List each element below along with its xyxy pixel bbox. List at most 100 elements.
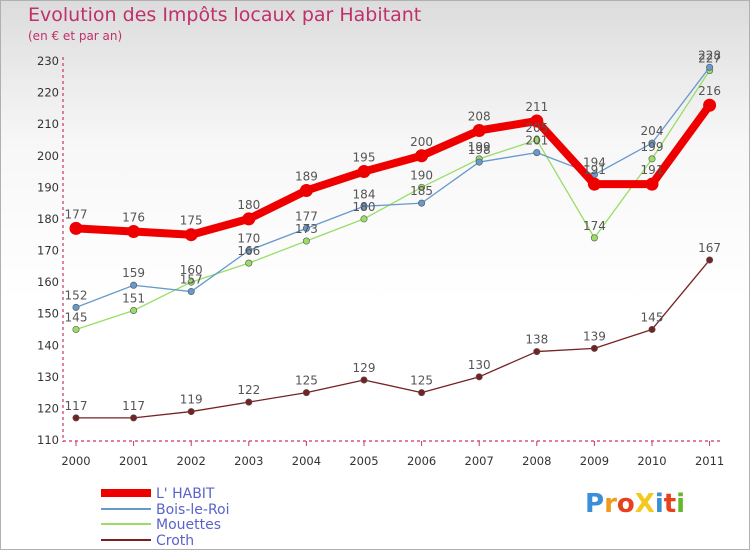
data-point	[703, 98, 717, 112]
series-line-croth	[76, 259, 711, 419]
logo-letter: r	[604, 489, 617, 519]
data-point	[648, 139, 656, 147]
data-point	[415, 149, 429, 163]
logo-letter: i	[654, 489, 664, 519]
data-label: 117	[122, 399, 145, 413]
data-point	[706, 63, 714, 71]
data-label: 151	[122, 292, 145, 306]
y-tick-label: 110	[37, 433, 59, 447]
data-label: 125	[295, 374, 318, 388]
data-label: 145	[641, 310, 664, 324]
data-label: 130	[468, 358, 491, 372]
data-label: 173	[295, 222, 318, 236]
data-point	[472, 123, 486, 137]
y-tick-label: 170	[37, 244, 59, 258]
data-label: 122	[237, 383, 260, 397]
data-label: 166	[237, 244, 260, 258]
data-point	[645, 177, 659, 191]
data-label: 190	[410, 168, 433, 182]
data-point	[72, 414, 80, 422]
data-point	[418, 183, 426, 191]
data-label: 167	[698, 241, 721, 255]
logo-letter: X	[634, 489, 655, 519]
data-point	[418, 389, 426, 397]
series-line-l-habit	[75, 102, 713, 239]
data-point	[130, 281, 138, 289]
data-label: 170	[237, 232, 260, 246]
x-tick-label: 2003	[234, 454, 263, 468]
data-label: 194	[583, 156, 606, 170]
data-label: 205	[525, 121, 548, 135]
data-label: 176	[122, 211, 145, 225]
data-point	[130, 307, 138, 315]
data-label: 180	[237, 198, 260, 212]
data-point	[187, 288, 195, 296]
x-tick-label: 2000	[61, 454, 90, 468]
data-label: 152	[65, 288, 88, 302]
data-label: 129	[353, 361, 376, 375]
data-label: 185	[410, 184, 433, 198]
data-point	[475, 158, 483, 166]
y-tick-label: 130	[37, 370, 59, 384]
data-label: 211	[525, 100, 548, 114]
data-point	[533, 149, 541, 157]
x-tick-label: 2008	[522, 454, 551, 468]
data-point	[302, 389, 310, 397]
data-label: 117	[65, 399, 88, 413]
data-point	[533, 136, 541, 144]
data-point	[587, 177, 601, 191]
data-point	[242, 212, 256, 226]
logo-letter: o	[616, 489, 635, 519]
logo-letter: t	[663, 489, 677, 519]
data-label: 199	[468, 140, 491, 154]
data-point	[590, 234, 598, 242]
data-label: 201	[525, 134, 548, 148]
data-point	[648, 155, 656, 163]
data-label: 189	[295, 169, 318, 183]
logo-letter: i	[676, 489, 686, 519]
x-tick-label: 2004	[292, 454, 321, 468]
data-label: 177	[65, 207, 88, 221]
data-label: 191	[583, 163, 606, 177]
data-point	[184, 228, 198, 242]
data-label: 180	[353, 200, 376, 214]
y-tick-label: 150	[37, 307, 59, 321]
data-point	[72, 303, 80, 311]
data-point	[69, 221, 83, 235]
x-tick-label: 2009	[580, 454, 609, 468]
x-tick-label: 2010	[637, 454, 666, 468]
series-line-mouettes	[75, 70, 711, 331]
data-label: 228	[698, 48, 721, 62]
data-point	[360, 215, 368, 223]
y-tick-label: 160	[37, 275, 59, 289]
x-tick-label: 2006	[407, 454, 436, 468]
data-label: 145	[65, 310, 88, 324]
data-point	[360, 202, 368, 210]
data-label: 191	[641, 163, 664, 177]
proxiti-logo: ProXiti	[585, 489, 685, 519]
data-label: 227	[698, 51, 721, 65]
data-point	[299, 183, 313, 197]
data-point	[127, 225, 141, 239]
y-tick-label: 210	[37, 117, 59, 131]
y-tick-label: 180	[37, 212, 59, 226]
data-point	[590, 344, 598, 352]
y-tick-label: 230	[37, 54, 59, 68]
x-tick-label: 2002	[177, 454, 206, 468]
data-point	[530, 114, 544, 128]
data-label: 138	[525, 333, 548, 347]
data-label: 198	[468, 143, 491, 157]
data-point	[187, 278, 195, 286]
y-tick-label: 200	[37, 149, 59, 163]
data-label: 216	[698, 84, 721, 98]
x-tick-label: 2005	[349, 454, 378, 468]
data-point	[187, 408, 195, 416]
legend-label: L' HABIT	[156, 486, 215, 502]
data-label: 175	[180, 214, 203, 228]
data-point	[533, 348, 541, 356]
data-label: 200	[410, 135, 433, 149]
data-point	[245, 247, 253, 255]
data-label: 204	[641, 124, 664, 138]
data-point	[418, 199, 426, 207]
